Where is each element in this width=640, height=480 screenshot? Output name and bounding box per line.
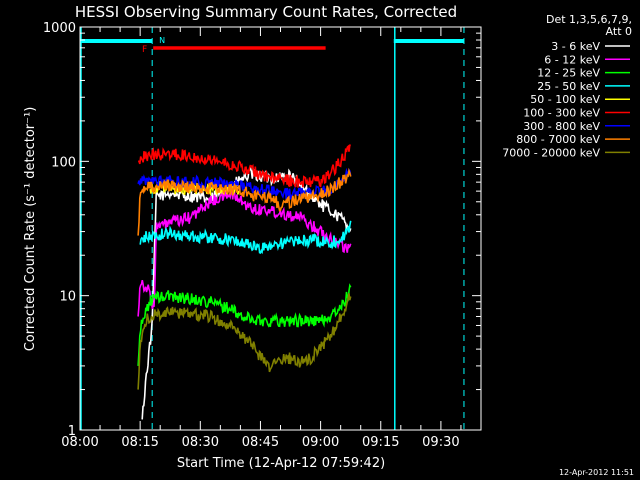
y-tick-label: 1 bbox=[68, 424, 76, 439]
series-line-1 bbox=[137, 187, 352, 317]
night-flag-label: N bbox=[159, 36, 165, 45]
plot-frame bbox=[79, 26, 482, 431]
y-tick-label: 1000 bbox=[43, 21, 76, 36]
legend-label: 25 - 50 keV bbox=[537, 80, 600, 93]
legend-label: 800 - 7000 keV bbox=[516, 133, 600, 146]
x-tick-label: 08:45 bbox=[242, 435, 279, 450]
legend-label: 7000 - 20000 keV bbox=[502, 146, 600, 159]
legend-label: 50 - 100 keV bbox=[530, 93, 600, 106]
series-line-8 bbox=[137, 293, 352, 390]
x-tick-label: 08:30 bbox=[182, 435, 219, 450]
legend-header-line-2: Att 0 bbox=[606, 25, 632, 38]
chart-title: HESSI Observing Summary Count Rates, Cor… bbox=[75, 3, 457, 21]
axis-ticks: 1 10 100 1000 08:00 08:15 08:30 08:45 09:00 09:15… bbox=[43, 21, 482, 450]
legend-label: 6 - 12 keV bbox=[544, 53, 600, 66]
legend-header-line-1: Det 1,3,5,6,7,9, bbox=[546, 13, 632, 26]
y-tick-label: 10 bbox=[59, 290, 76, 305]
legend-label: 12 - 25 keV bbox=[537, 67, 600, 80]
x-tick-label: 09:15 bbox=[362, 435, 399, 450]
x-axis-label: Start Time (12-Apr-12 07:59:42) bbox=[177, 456, 385, 471]
footer-timestamp: 12-Apr-2012 11:51 bbox=[559, 468, 634, 477]
observing-flags: FN bbox=[80, 27, 465, 430]
x-tick-label: 09:30 bbox=[422, 435, 459, 450]
series-line-3 bbox=[139, 220, 352, 255]
x-tick-label: 08:00 bbox=[61, 435, 98, 450]
y-tick-label: 100 bbox=[51, 155, 76, 170]
series-lines bbox=[137, 144, 352, 420]
series-line-0 bbox=[141, 167, 352, 420]
y-axis-label: Corrected Count Rate (s⁻¹ detector⁻¹) bbox=[23, 107, 38, 352]
x-tick-label: 08:15 bbox=[121, 435, 158, 450]
series-line-5 bbox=[138, 144, 351, 188]
series-line-2 bbox=[137, 283, 352, 366]
x-tick-label: 09:00 bbox=[302, 435, 339, 450]
legend-label: 3 - 6 keV bbox=[551, 40, 600, 53]
series-line-7 bbox=[137, 167, 352, 236]
flare-flag-label: F bbox=[142, 45, 147, 55]
legend-label: 100 - 300 keV bbox=[523, 107, 600, 120]
legend-label: 300 - 800 keV bbox=[523, 120, 600, 133]
